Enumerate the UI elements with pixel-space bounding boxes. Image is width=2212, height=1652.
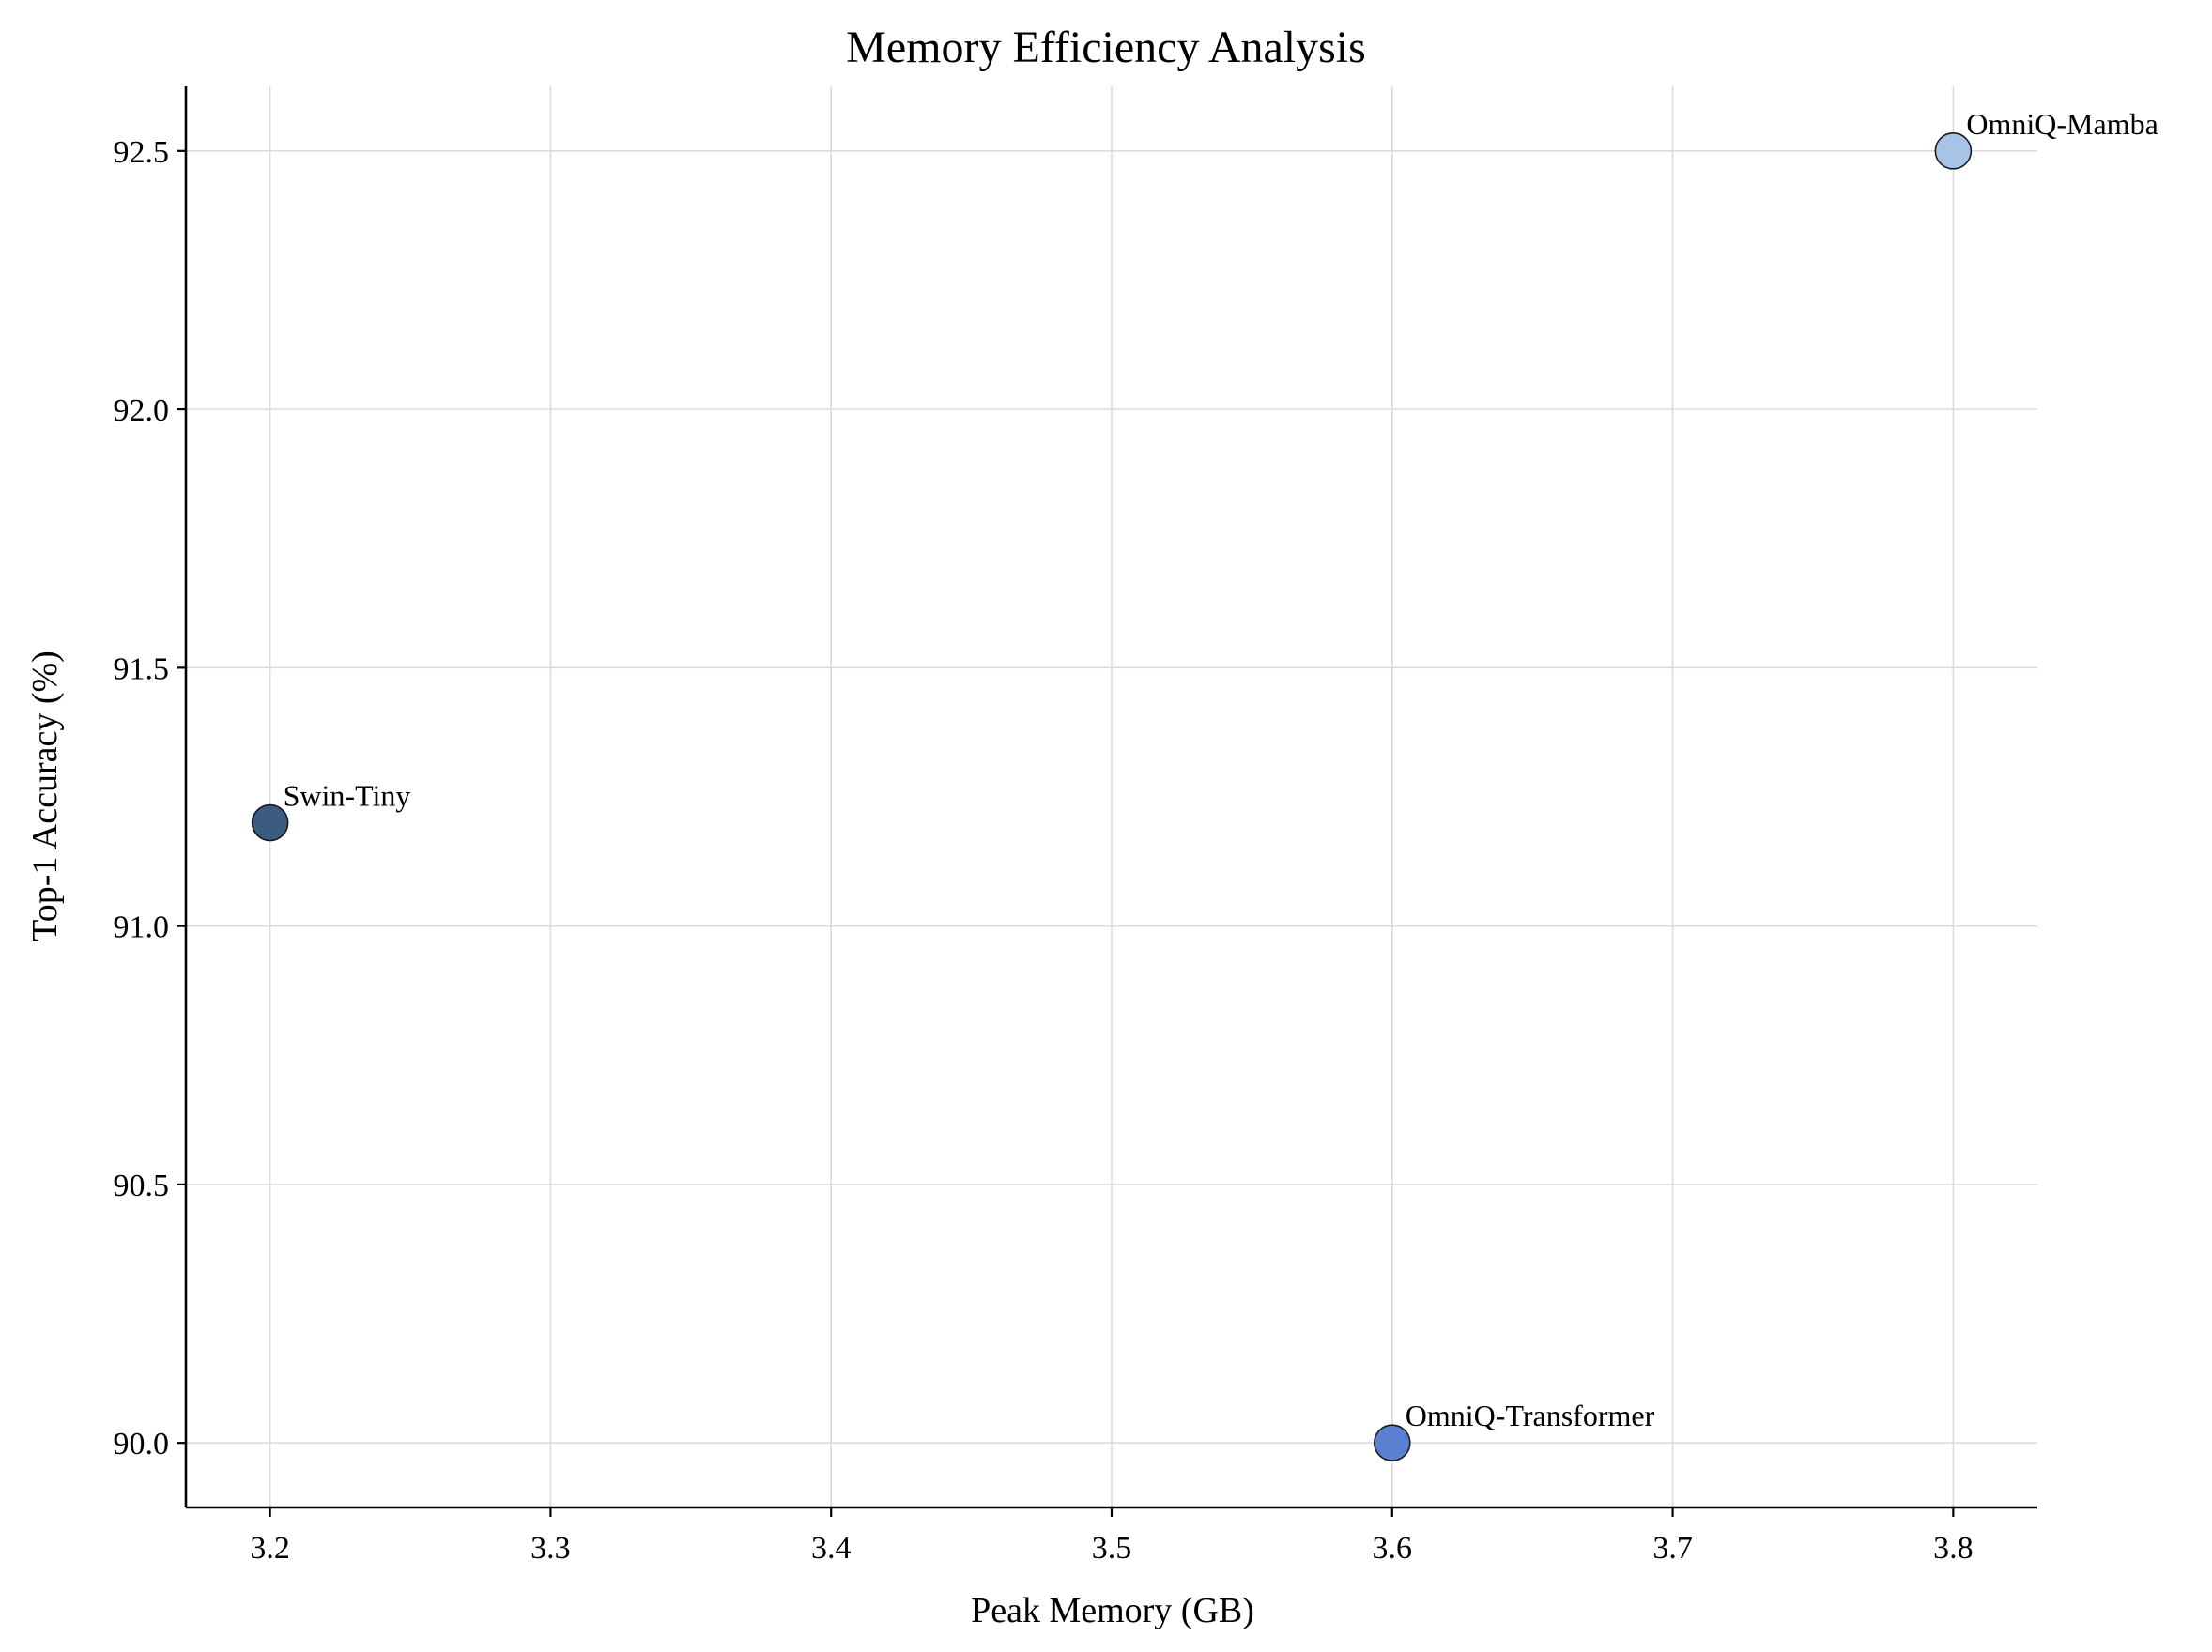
x-tick-label: 3.2: [250, 1531, 290, 1566]
x-tick-label: 3.6: [1373, 1531, 1413, 1566]
x-tick-label: 3.7: [1652, 1531, 1693, 1566]
data-point: [1373, 1424, 1411, 1461]
x-axis-label: Peak Memory (GB): [971, 1591, 1254, 1630]
x-tick-label: 3.5: [1092, 1531, 1132, 1566]
x-tick-label: 3.3: [530, 1531, 571, 1566]
grid-layer: [186, 86, 2037, 1507]
chart-title: Memory Efficiency Analysis: [846, 23, 1366, 72]
x-tick-label: 3.8: [1933, 1531, 1974, 1566]
y-tick-label: 90.0: [114, 1427, 170, 1461]
y-axis-ticks: 90.0 90.5 91.0 91.5 92.0 92.5: [114, 135, 186, 1461]
y-tick-label: 92.0: [114, 393, 170, 428]
x-tick-label: 3.4: [811, 1531, 852, 1566]
point-label: Swin-Tiny: [284, 779, 411, 813]
y-tick-label: 91.5: [114, 651, 170, 686]
y-tick-label: 92.5: [114, 135, 170, 170]
point-label: OmniQ-Transformer: [1406, 1399, 1655, 1432]
y-axis-label: Top-1 Accuracy (%): [25, 650, 65, 941]
data-point: [251, 803, 289, 842]
y-tick-label: 91.0: [114, 910, 170, 945]
data-point: [1934, 132, 1973, 170]
x-axis-ticks: 3.2 3.3 3.4 3.5 3.6 3.7 3.8: [250, 1507, 1974, 1566]
y-tick-label: 90.5: [114, 1169, 170, 1203]
data-points: Swin-Tiny OmniQ-Transformer OmniQ-Mamba: [251, 107, 2158, 1461]
point-label: OmniQ-Mamba: [1966, 107, 2158, 141]
